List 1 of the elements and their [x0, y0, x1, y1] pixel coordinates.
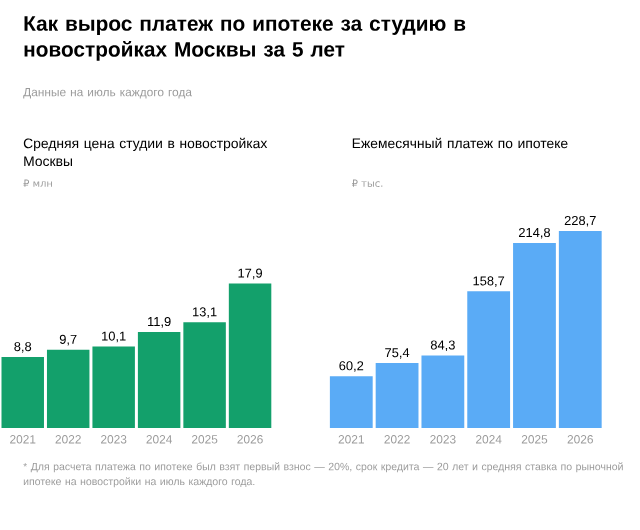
text: Как вырос платеж по ипотеке за студию в новостройках Москвы за 5 лет	[24, 16, 466, 61]
